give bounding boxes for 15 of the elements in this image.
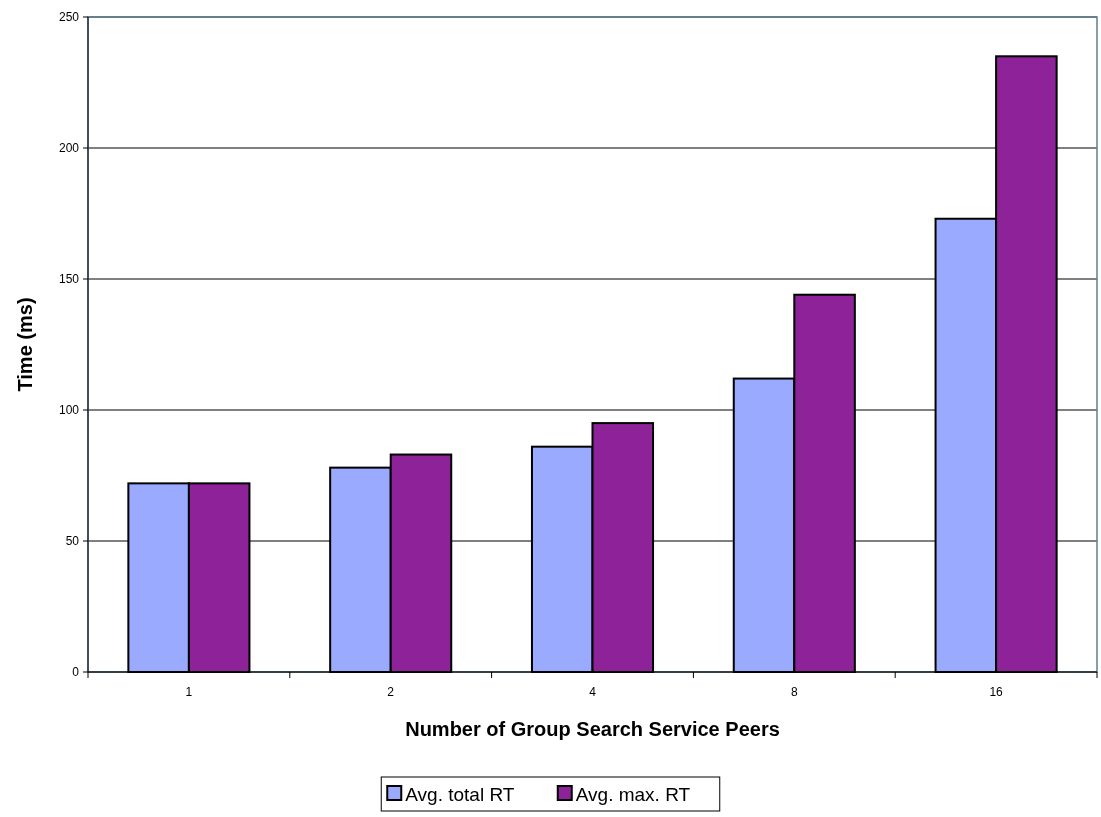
x-axis-title: Number of Group Search Service Peers: [405, 718, 780, 740]
x-tick-label: 1: [185, 685, 193, 699]
y-tick-label: 150: [58, 272, 80, 287]
y-tick-label: 0: [72, 665, 80, 680]
x-tick-label: 2: [387, 685, 395, 699]
y-tick-label: 250: [58, 10, 80, 25]
x-tick-label: 16: [989, 685, 1004, 699]
legend-label: Avg. total RT: [405, 783, 515, 805]
y-tick-label: 200: [58, 141, 80, 156]
y-axis-title: Time (ms): [14, 297, 36, 392]
x-tick-label: 8: [790, 685, 798, 699]
legend-label: Avg. max. RT: [575, 783, 691, 805]
y-tick-label: 50: [65, 534, 80, 549]
x-tick-label: 4: [589, 685, 597, 699]
y-tick-label: 100: [58, 403, 80, 418]
